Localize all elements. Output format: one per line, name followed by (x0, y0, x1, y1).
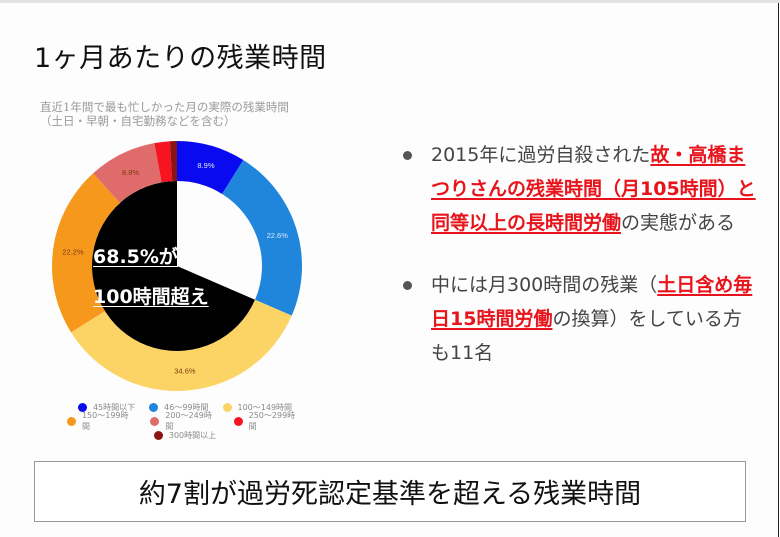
donut-value-label: 22.2% (62, 248, 84, 257)
legend-item: 100〜149時間 (222, 402, 293, 413)
legend-swatch-icon (153, 430, 163, 440)
legend-row: 45時間以下 46〜99時間 100〜149時間 (60, 400, 310, 414)
legend-swatch-icon (67, 416, 76, 426)
legend-label: 150〜199時間 (81, 411, 129, 431)
legend-label: 300時間以上 (168, 430, 217, 440)
donut-segment (154, 141, 173, 183)
donut-value-label: 34.6% (174, 367, 196, 376)
legend-label: 250〜299時間 (248, 411, 296, 431)
bullet-dot-icon (403, 281, 412, 290)
legend-item: 45時間以下 (77, 402, 136, 413)
donut-segment (71, 299, 292, 392)
legend-swatch-icon (77, 402, 87, 412)
bullet-item: 2015年に過労自殺された故・高橋まつりさんの残業時間（月105時間）と同等以上… (398, 138, 758, 240)
callout-line-2: 100時間超え (93, 286, 209, 308)
donut-value-labels: 8.9% 22.6% 34.6% 22.2% 8.8% (62, 161, 288, 376)
chart-legend: 45時間以下 46〜99時間 100〜149時間 150〜199時間 200〜249時間… (60, 400, 310, 442)
legend-item: 300時間以上 (153, 430, 217, 441)
legend-swatch-icon (222, 402, 232, 412)
bullet-text: 中には月300時間の残業（ (431, 274, 658, 296)
donut-value-label: 8.9% (197, 161, 214, 170)
donut-segment (93, 143, 162, 203)
chart-title-line: 直近1年間で最も忙しかった月の実際の残業時間 (40, 100, 289, 114)
slide-top-border (0, 0, 780, 3)
bullet-dot-icon (403, 151, 412, 160)
highlight-wedge (91, 181, 256, 351)
slide-title: 1ヶ月あたりの残業時間 (34, 43, 327, 74)
legend-swatch-icon (150, 416, 160, 426)
legend-label: 45時間以下 (92, 402, 136, 412)
legend-swatch-icon (233, 416, 243, 426)
legend-swatch-icon (149, 402, 159, 412)
bullet-text: の換算）をしている方も11名 (431, 308, 742, 364)
conclusion-text: 約7割が過労死認定基準を超える残業時間 (138, 479, 642, 510)
legend-item: 200〜249時間 (150, 410, 219, 432)
chart-subtitle-line: （土日・早朝・自宅勤務などを含む） (40, 114, 236, 128)
legend-label: 100〜149時間 (237, 402, 293, 412)
slide-right-border (778, 3, 779, 537)
legend-row: 150〜199時間 200〜249時間 250〜299時間 (60, 411, 310, 431)
donut-segments (51, 141, 302, 392)
legend-item: 150〜199時間 (67, 410, 136, 432)
donut-segment (222, 160, 302, 316)
highlighted-text: 故・高橋まつりさんの残業時間（月105時間）と同等以上の長時間労働 (431, 144, 756, 234)
bullet-item: 中には月300時間の残業（土日含め毎日15時間労働の換算）をしている方も11名 (398, 268, 758, 370)
donut-segment (177, 141, 244, 194)
donut-segment (51, 173, 120, 333)
highlighted-text: 土日含め毎日15時間労働 (431, 274, 753, 330)
donut-value-label: 22.6% (267, 231, 289, 240)
bullet-list: 2015年に過労自殺された故・高橋まつりさんの残業時間（月105時間）と同等以上… (398, 138, 758, 370)
legend-label: 46〜99時間 (164, 402, 209, 412)
donut-value-label: 8.8% (122, 168, 139, 177)
legend-label: 200〜249時間 (165, 411, 212, 431)
callout-line-1: 68.5%が (93, 246, 178, 268)
legend-item: 46〜99時間 (149, 402, 209, 413)
donut-segment (169, 141, 177, 182)
conclusion-box: 約7割が過労死認定基準を超える残業時間 (34, 461, 746, 522)
bullet-text: 2015年に過労自殺された (431, 144, 651, 166)
legend-row: 300時間以上 (60, 428, 310, 442)
bullet-text: の実態がある (621, 212, 736, 234)
legend-item: 250〜299時間 (233, 410, 303, 432)
chart-title: 直近1年間で最も忙しかった月の実際の残業時間 （土日・早朝・自宅勤務などを含む） (40, 100, 289, 128)
